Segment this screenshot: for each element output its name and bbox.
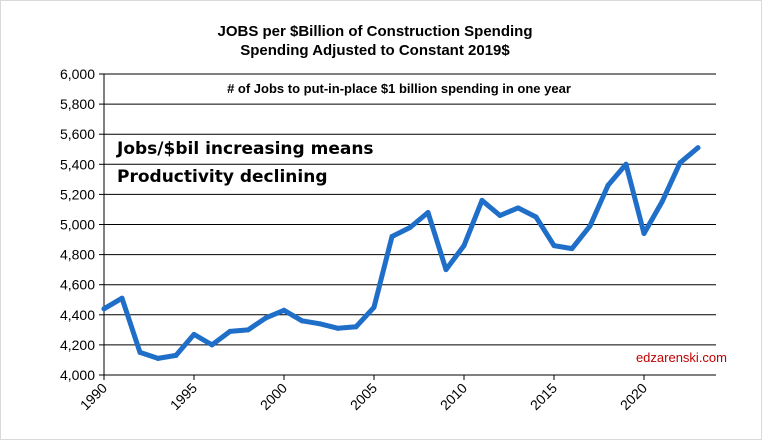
chart-title: JOBS per $Billion of Construction Spendi…	[217, 23, 533, 40]
y-tick-label: 4,000	[60, 367, 95, 383]
y-tick-labels: 4,000 4,200 4,400 4,600 4,800 5,000 5,200 5,400…	[60, 66, 95, 383]
data-point	[173, 352, 179, 358]
watermark-text: edzarenski.com	[636, 350, 727, 365]
x-tick-label: 1995	[167, 380, 200, 413]
y-tick-label: 5,400	[60, 156, 95, 172]
data-point	[479, 197, 485, 203]
x-tick-label: 2000	[257, 380, 290, 413]
data-point	[605, 182, 611, 188]
gridlines	[104, 73, 716, 346]
data-point	[353, 324, 359, 330]
data-point	[209, 342, 215, 348]
data-point	[245, 327, 251, 333]
annotation-note-line1: Jobs/$bil increasing means	[116, 139, 374, 159]
data-point	[155, 355, 161, 361]
data-point	[137, 349, 143, 355]
data-point	[677, 160, 683, 166]
y-tick-label: 6,000	[60, 66, 95, 82]
data-point	[695, 145, 701, 151]
data-point	[569, 246, 575, 252]
data-point	[659, 199, 665, 205]
data-point	[443, 267, 449, 273]
x-tick-label: 2015	[527, 380, 560, 413]
y-tick-label: 5,200	[60, 186, 95, 202]
data-point	[101, 306, 107, 312]
series-line	[101, 145, 701, 361]
series-group	[101, 145, 701, 361]
data-point	[119, 295, 125, 301]
data-point	[389, 234, 395, 240]
y-tick-label: 4,800	[60, 247, 95, 263]
x-tick-label: 2020	[617, 380, 650, 413]
axes	[99, 73, 716, 380]
data-point	[407, 225, 413, 231]
x-tick-label: 2005	[347, 380, 380, 413]
x-tick-label: 1990	[77, 380, 110, 413]
data-point	[497, 212, 503, 218]
data-point	[299, 318, 305, 324]
y-tick-label: 4,600	[60, 277, 95, 293]
annotation-note-line2: Productivity declining	[117, 167, 328, 187]
data-point	[533, 214, 539, 220]
data-point	[335, 325, 341, 331]
data-point	[515, 205, 521, 211]
data-point	[461, 243, 467, 249]
y-tick-label: 4,200	[60, 337, 95, 353]
data-point	[227, 328, 233, 334]
data-point	[191, 331, 197, 337]
y-tick-label: 5,600	[60, 126, 95, 142]
y-tick-label: 5,800	[60, 96, 95, 112]
data-point	[623, 161, 629, 167]
data-point	[263, 315, 269, 321]
y-tick-label: 5,000	[60, 217, 95, 233]
data-point	[551, 243, 557, 249]
data-point	[425, 209, 431, 215]
x-tick-label: 2010	[437, 380, 470, 413]
data-point	[371, 304, 377, 310]
data-point	[641, 231, 647, 237]
y-tick-label: 4,400	[60, 307, 95, 323]
data-point	[587, 223, 593, 229]
chart-subtitle: Spending Adjusted to Constant 2019$	[240, 42, 510, 59]
x-tick-labels: 1990 1995 2000 2005 2010 2015 2020	[77, 380, 650, 413]
data-point	[317, 321, 323, 327]
data-point	[281, 307, 287, 313]
chart-title-block: JOBS per $Billion of Construction Spendi…	[140, 22, 610, 60]
chart-subheading-annotation: # of Jobs to put-in-place $1 billion spe…	[227, 81, 571, 96]
